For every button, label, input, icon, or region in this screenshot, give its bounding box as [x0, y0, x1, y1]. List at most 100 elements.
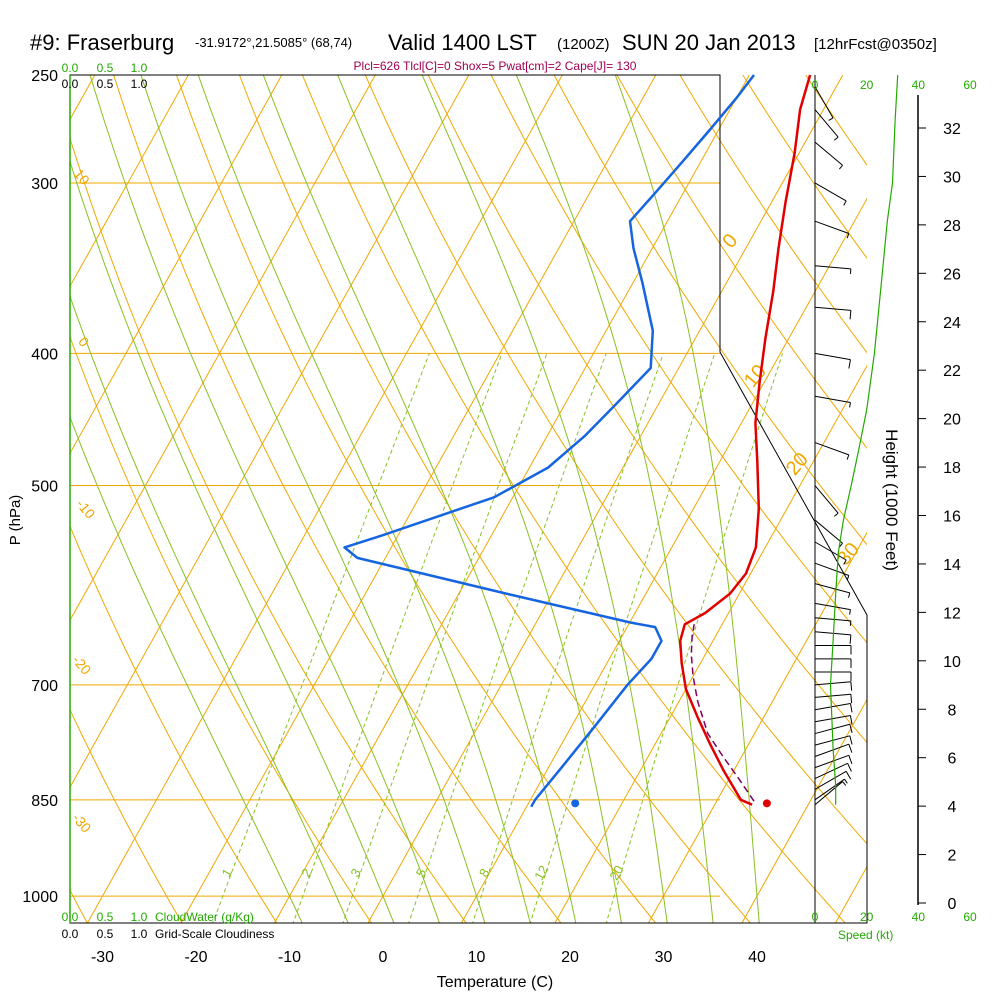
wind-barb	[814, 602, 851, 615]
x-tick-label: 30	[655, 949, 673, 966]
wind-barb-half-flag	[846, 233, 850, 239]
speed-axis-label: Speed (kt)	[838, 928, 893, 942]
y-tick-label: 500	[31, 479, 58, 496]
dry-adiabat-line	[490, 75, 867, 644]
cloud-tick-bottom-green: 1.0	[131, 910, 148, 924]
cloud-tick-bottom-black: 1.0	[131, 927, 148, 941]
wind-barb-staff	[814, 693, 851, 698]
dry-adiabat-line	[805, 75, 867, 166]
isotherm-line	[273, 75, 750, 923]
wind-barb-half-flag	[846, 575, 850, 581]
wind-barb	[814, 395, 851, 408]
x-tick-label: -20	[184, 949, 207, 966]
wind-barb-staff	[814, 583, 850, 594]
mixing-ratio-label: 5	[413, 866, 430, 880]
isotherms	[0, 75, 867, 925]
mixing-ratio-line	[605, 353, 784, 923]
dry-adiabat-line	[995, 75, 1000, 925]
wind-barb	[814, 583, 851, 598]
wind-barb-flag	[849, 715, 853, 725]
wind-barb-staff	[814, 220, 849, 234]
wind-barb-staff	[814, 617, 851, 622]
isotherm-label: 10	[740, 361, 771, 392]
parcel-profile	[690, 624, 755, 802]
isotherm-label: 20	[782, 449, 813, 480]
dry-adiabat-label: -10	[73, 496, 98, 522]
speed-tick-bottom: 60	[963, 910, 977, 924]
isotherm-label: 0	[718, 230, 742, 253]
cloud-tick-bottom-green: 0.5	[97, 910, 114, 924]
wind-barbs	[814, 86, 853, 806]
wind-barb-flag	[847, 763, 852, 772]
wind-barb-staff	[814, 602, 851, 611]
x-tick-label: -30	[91, 949, 114, 966]
speed-tick-top: 60	[963, 78, 977, 92]
wind-barb-staff	[814, 681, 851, 686]
zulu-time: (1200Z)	[557, 36, 610, 53]
moist-adiabat-line	[197, 75, 531, 923]
height-tick-label: 6	[948, 751, 957, 768]
surface-temperature-dot	[762, 799, 771, 808]
wind-barb-half-flag	[847, 592, 851, 598]
mixing-ratio-line	[529, 353, 716, 923]
cloud-scale-top: 0.0 0.0 0.5 0.5 1.0 1.0	[62, 61, 148, 91]
speed-tick-top: 0	[812, 78, 819, 92]
x-tick-label: 10	[468, 949, 486, 966]
mixing-ratio-lines	[212, 353, 784, 923]
wind-barb-staff	[814, 781, 843, 806]
speed-scale-bottom: 0 20 40 60	[812, 910, 977, 924]
height-tick-label: 28	[943, 218, 961, 235]
wind-barb	[814, 702, 853, 713]
wind-barb	[814, 182, 847, 206]
wind-barb-staff	[814, 442, 849, 456]
wind-speed-profile	[829, 74, 899, 805]
wind-barb	[814, 86, 834, 121]
wind-barb-staff	[814, 352, 851, 361]
height-tick-label: 32	[943, 121, 961, 138]
isotherm-line	[70, 75, 376, 622]
dry-adiabat-line	[616, 75, 867, 449]
wind-barb-half-flag	[843, 200, 847, 206]
height-axis-label: Height (1000 Feet)	[882, 429, 901, 571]
dry-adiabat-line	[679, 75, 867, 354]
wind-barb-staff	[814, 562, 849, 576]
isotherm-line	[180, 75, 657, 923]
wind-barb-flag	[849, 310, 852, 320]
wind-barb-staff	[814, 141, 843, 166]
height-tick-label: 8	[948, 702, 957, 719]
moist-adiabat-line	[337, 75, 622, 923]
wind-barb	[814, 754, 853, 769]
valid-time: Valid 1400 LST	[388, 30, 537, 55]
dry-adiabat-line	[70, 335, 373, 923]
wind-barb-flag	[848, 359, 851, 369]
wind-barb-flag	[850, 681, 853, 691]
dry-adiabat-line	[113, 75, 562, 923]
height-tick-label: 22	[943, 363, 961, 380]
height-tick-label: 24	[943, 315, 961, 332]
mixing-ratio-label: 12	[531, 863, 551, 883]
isotherm-line	[367, 75, 844, 923]
isotherm-line	[70, 75, 470, 789]
wind-barb-flag	[849, 735, 853, 745]
height-tick-label: 14	[943, 557, 961, 574]
temperature-profile	[678, 74, 812, 806]
speed-tick-bottom: 20	[860, 910, 874, 924]
dry-adiabat-line	[70, 525, 278, 923]
dry-adiabat-line	[70, 708, 183, 923]
wind-barb-flag	[849, 724, 853, 734]
isotherm-line	[0, 75, 1, 925]
dry-adiabat-line	[427, 75, 867, 744]
mixing-ratio-label: 1	[218, 866, 235, 880]
wind-barb	[814, 778, 848, 801]
wind-barb-staff	[814, 306, 851, 311]
wind-barb-staff	[814, 762, 848, 780]
isotherm-line	[741, 698, 867, 923]
dry-adiabat-line	[932, 75, 1000, 925]
cloud-tick-top-green: 0.0	[62, 61, 79, 75]
height-tick-label: 12	[943, 605, 961, 622]
moist-adiabat-line	[614, 75, 760, 923]
cloud-tick-bottom-black: 0.5	[97, 927, 114, 941]
wind-barb	[814, 519, 843, 548]
